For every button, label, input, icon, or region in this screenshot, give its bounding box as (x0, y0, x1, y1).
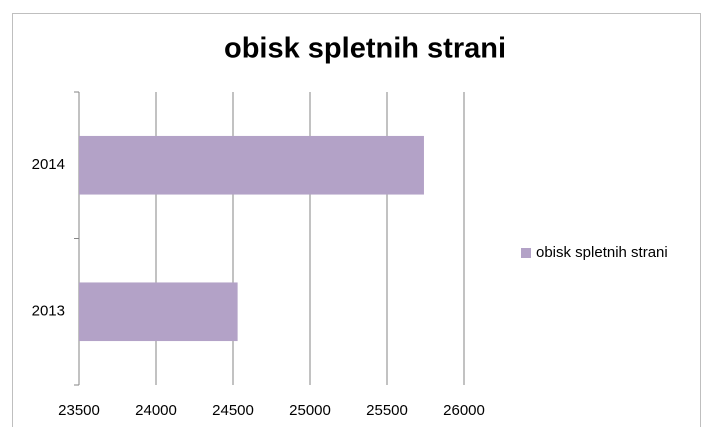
y-tick-label: 2014 (32, 156, 65, 173)
chart-frame (12, 13, 701, 427)
x-tick-label: 23500 (58, 402, 100, 419)
legend-swatch (521, 248, 531, 258)
legend-label: obisk spletnih strani (536, 244, 668, 261)
x-tick-label: 25000 (289, 402, 331, 419)
bar (79, 135, 424, 195)
x-tick-label: 24000 (135, 402, 177, 419)
y-tick-label: 2013 (32, 303, 65, 320)
x-tick-label: 25500 (366, 402, 408, 419)
x-tick-label: 24500 (212, 402, 254, 419)
bar (79, 282, 238, 342)
x-tick-label: 26000 (443, 402, 485, 419)
chart-title: obisk spletnih strani (224, 33, 506, 65)
